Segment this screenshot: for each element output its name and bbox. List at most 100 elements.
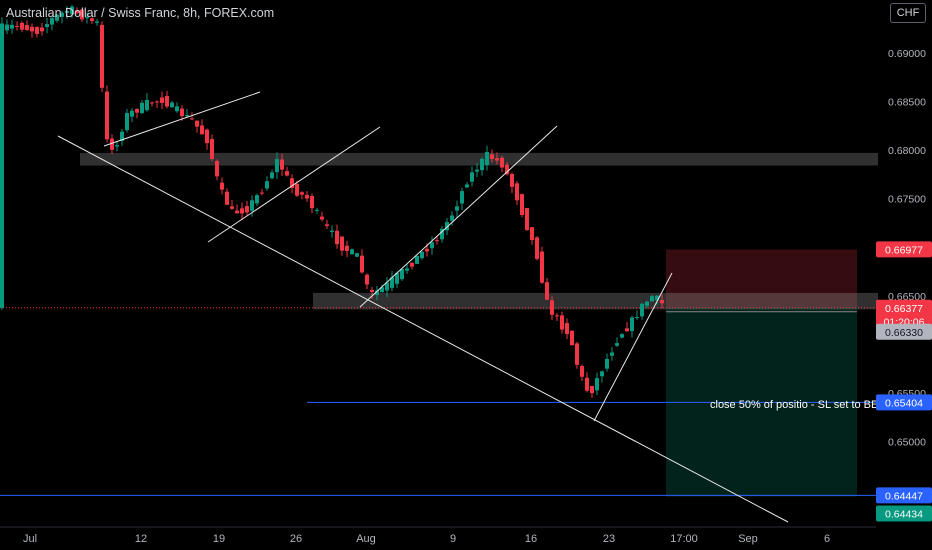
x-tick-label: 9 <box>450 533 456 545</box>
x-tick-label: 26 <box>290 533 302 545</box>
candle <box>530 227 534 240</box>
candle <box>150 102 154 104</box>
trendline <box>207 126 381 243</box>
candle <box>315 209 319 211</box>
y-tick-label: 0.68500 <box>888 96 926 108</box>
candle <box>180 108 184 117</box>
candle <box>610 352 614 356</box>
candle <box>660 299 664 304</box>
candle <box>135 108 139 113</box>
currency-button[interactable]: CHF <box>890 3 926 23</box>
candle <box>535 237 539 259</box>
candle <box>140 102 144 114</box>
price-label-box <box>876 487 932 504</box>
candle <box>215 160 219 177</box>
candle <box>375 290 379 295</box>
candle <box>255 195 259 204</box>
candle <box>640 303 644 317</box>
candle <box>95 21 99 23</box>
candle <box>645 301 649 306</box>
candle <box>630 317 634 332</box>
candle <box>130 110 134 117</box>
candle <box>405 268 409 271</box>
candle <box>620 334 624 338</box>
candle <box>235 210 239 214</box>
candle <box>185 114 189 117</box>
candle <box>170 102 174 108</box>
candle <box>120 131 124 142</box>
candle <box>260 192 264 194</box>
candle <box>70 6 74 15</box>
candle <box>330 230 334 233</box>
candle <box>40 27 44 32</box>
candle <box>90 18 94 22</box>
candle <box>400 269 404 280</box>
candle <box>275 159 279 173</box>
candle <box>85 17 89 19</box>
candle <box>220 182 224 190</box>
candle <box>585 377 589 391</box>
resistance-zone-upper <box>80 152 878 166</box>
candle <box>30 26 34 32</box>
candle <box>305 194 309 199</box>
candle <box>270 172 274 179</box>
y-tick-label: 0.69000 <box>888 48 926 60</box>
y-tick-label: 0.65000 <box>888 437 926 449</box>
trendline <box>57 135 789 523</box>
candle <box>265 181 269 189</box>
candle <box>300 192 304 195</box>
candle <box>145 99 149 111</box>
candle <box>240 208 244 214</box>
candle <box>600 371 604 377</box>
candle <box>50 18 54 25</box>
candle <box>515 183 519 201</box>
candle <box>210 139 214 160</box>
candle <box>420 251 424 259</box>
candle <box>605 358 609 369</box>
x-tick-label: 23 <box>603 533 615 545</box>
candle <box>430 242 434 249</box>
candle <box>310 196 314 209</box>
price-label: 0.66377 <box>885 303 923 315</box>
trendline <box>593 272 673 422</box>
candle <box>110 138 114 150</box>
trendline <box>359 125 558 308</box>
price-label: 0.64447 <box>885 490 923 502</box>
candle <box>555 315 559 317</box>
price-label: 0.66977 <box>885 244 923 256</box>
x-tick-label: Sep <box>738 533 758 545</box>
candle <box>205 129 209 144</box>
y-tick-label: 0.68000 <box>888 145 926 157</box>
candle <box>80 9 84 20</box>
y-tick-label: 0.67500 <box>888 194 926 206</box>
candle <box>10 24 14 29</box>
candle <box>445 222 449 231</box>
candle <box>435 240 439 242</box>
candle <box>245 206 249 213</box>
candle <box>615 343 619 346</box>
candle <box>625 328 629 332</box>
candle <box>175 106 179 112</box>
stop-loss-zone <box>666 249 857 308</box>
candle <box>225 191 229 205</box>
position-note: close 50% of positio - SL set to BE <box>710 399 878 411</box>
candle <box>335 230 339 245</box>
candle <box>510 174 514 187</box>
candle <box>345 245 349 251</box>
candle <box>390 277 394 288</box>
candle <box>195 120 199 127</box>
candle <box>125 112 129 131</box>
candle <box>415 255 419 264</box>
candle <box>365 274 369 285</box>
price-label-box <box>876 241 932 258</box>
price-label-box <box>876 505 932 522</box>
candle <box>155 101 159 103</box>
candle <box>570 330 574 346</box>
x-tick-label: Jul <box>23 533 37 545</box>
candle <box>380 287 384 293</box>
candle <box>55 14 59 21</box>
candle <box>320 216 324 220</box>
candle <box>500 157 504 168</box>
